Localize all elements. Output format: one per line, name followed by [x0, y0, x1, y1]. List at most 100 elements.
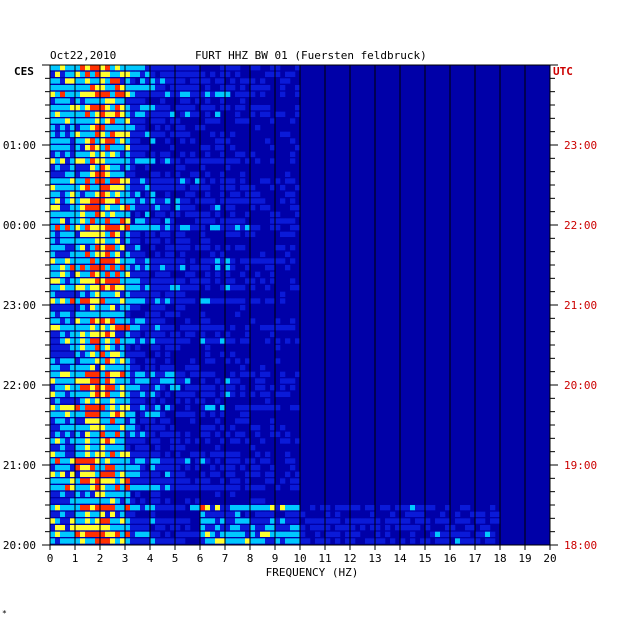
- spectrogram-cell: [210, 531, 216, 537]
- spectrogram-cell: [120, 378, 126, 384]
- spectrogram-cell: [100, 98, 106, 104]
- spectrogram-cell: [180, 298, 186, 304]
- spectrogram-cell: [155, 338, 161, 344]
- spectrogram-cell: [60, 245, 66, 251]
- spectrogram-cell: [325, 538, 331, 544]
- spectrogram-cell: [95, 331, 101, 337]
- spectrogram-cell: [80, 111, 86, 117]
- left-time-label: 22:00: [3, 379, 36, 392]
- spectrogram-cell: [95, 191, 101, 197]
- spectrogram-cell: [165, 325, 171, 331]
- spectrogram-cell: [95, 505, 101, 511]
- spectrogram-cell: [225, 231, 231, 237]
- spectrogram-cell: [155, 485, 161, 491]
- spectrogram-cell: [275, 218, 281, 224]
- spectrogram-cell: [250, 78, 256, 84]
- spectrogram-cell: [190, 258, 196, 264]
- spectrogram-cell: [65, 85, 71, 91]
- spectrogram-cell: [420, 505, 426, 511]
- spectrogram-cell: [95, 371, 101, 377]
- spectrogram-cell: [125, 98, 131, 104]
- spectrogram-cell: [80, 265, 86, 271]
- spectrogram-cell: [75, 278, 81, 284]
- spectrogram-cell: [75, 385, 81, 391]
- spectrogram-cell: [325, 525, 331, 531]
- spectrogram-cell: [75, 251, 81, 257]
- spectrogram-cell: [90, 105, 96, 111]
- spectrogram-cell: [275, 358, 281, 364]
- spectrogram-cell: [160, 458, 166, 464]
- spectrogram-cell: [190, 358, 196, 364]
- spectrogram-cell: [430, 531, 436, 537]
- spectrogram-cell: [235, 518, 241, 524]
- spectrogram-cell: [135, 491, 141, 497]
- spectrogram-cell: [55, 425, 61, 431]
- spectrogram-cell: [100, 438, 106, 444]
- spectrogram-cell: [215, 531, 221, 537]
- spectrogram-cell: [235, 358, 241, 364]
- spectrogram-cell: [110, 485, 116, 491]
- spectrogram-cell: [185, 178, 191, 184]
- spectrogram-cell: [120, 418, 126, 424]
- spectrogram-cell: [185, 438, 191, 444]
- spectrogram-cell: [80, 465, 86, 471]
- spectrogram-cell: [150, 225, 156, 231]
- spectrogram-cell: [75, 498, 81, 504]
- spectrogram-cell: [155, 265, 161, 271]
- spectrogram-cell: [165, 205, 171, 211]
- spectrogram-cell: [225, 505, 231, 511]
- spectrogram-cell: [465, 518, 471, 524]
- spectrogram-cell: [160, 425, 166, 431]
- spectrogram-cell: [150, 265, 156, 271]
- spectrogram-cell: [85, 105, 91, 111]
- spectrogram-cell: [200, 458, 206, 464]
- spectrogram-cell: [125, 445, 131, 451]
- spectrogram-cell: [260, 385, 266, 391]
- spectrogram-cell: [215, 325, 221, 331]
- spectrogram-cell: [285, 231, 291, 237]
- spectrogram-cell: [165, 171, 171, 177]
- spectrogram-cell: [90, 498, 96, 504]
- spectrogram-cell: [55, 251, 61, 257]
- spectrogram-cell: [100, 518, 106, 524]
- spectrogram-cell: [145, 238, 151, 244]
- spectrogram-cell: [135, 385, 141, 391]
- spectrogram-cell: [85, 331, 91, 337]
- spectrogram-cell: [80, 385, 86, 391]
- spectrogram-cell: [105, 158, 111, 164]
- spectrogram-cell: [90, 351, 96, 357]
- spectrogram-cell: [115, 158, 121, 164]
- spectrogram-cell: [160, 131, 166, 137]
- spectrogram-cell: [100, 158, 106, 164]
- right-time-label: 19:00: [564, 459, 597, 472]
- spectrogram-cell: [490, 518, 496, 524]
- spectrogram-cell: [170, 478, 176, 484]
- spectrogram-cell: [55, 125, 61, 131]
- spectrogram-cell: [55, 91, 61, 97]
- spectrogram-cell: [120, 225, 126, 231]
- spectrogram-cell: [95, 211, 101, 217]
- spectrogram-cell: [135, 265, 141, 271]
- spectrogram-cell: [120, 405, 126, 411]
- spectrogram-cell: [185, 191, 191, 197]
- spectrogram-cell: [335, 505, 341, 511]
- spectrogram-cell: [125, 245, 131, 251]
- spectrogram-cell: [65, 411, 71, 417]
- spectrogram-cell: [80, 85, 86, 91]
- spectrogram-cell: [110, 345, 116, 351]
- spectrogram-cell: [95, 345, 101, 351]
- spectrogram-cell: [75, 465, 81, 471]
- spectrogram-cell: [270, 118, 276, 124]
- spectrogram-cell: [150, 205, 156, 211]
- spectrogram-cell: [80, 298, 86, 304]
- spectrogram-cell: [185, 378, 191, 384]
- spectrogram-cell: [175, 265, 181, 271]
- spectrogram-cell: [225, 65, 231, 71]
- spectrogram-cell: [240, 85, 246, 91]
- spectrogram-cell: [160, 398, 166, 404]
- spectrogram-cell: [80, 538, 86, 544]
- spectrogram-cell: [55, 538, 61, 544]
- spectrogram-cell: [240, 245, 246, 251]
- spectrogram-cell: [90, 525, 96, 531]
- spectrogram-cell: [145, 505, 151, 511]
